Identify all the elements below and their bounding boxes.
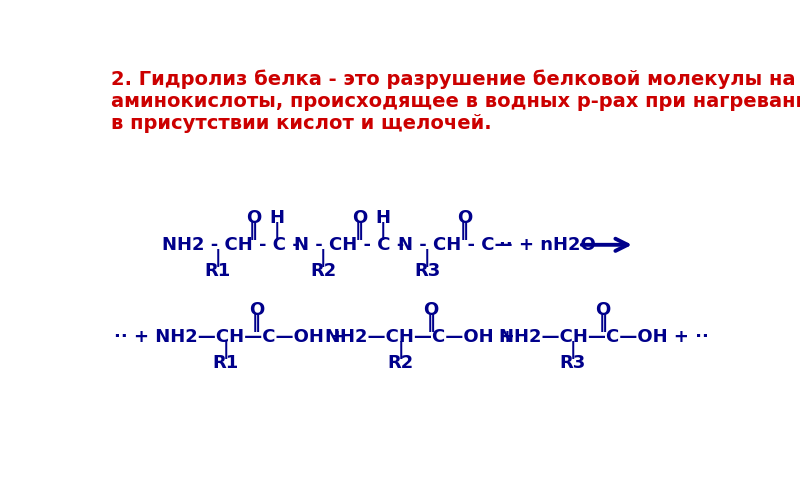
Text: O: O	[595, 301, 610, 320]
Text: H: H	[375, 209, 390, 227]
Text: N - CH - C -: N - CH - C -	[294, 236, 404, 254]
Text: R1: R1	[213, 354, 238, 372]
Text: N - CH - C—: N - CH - C—	[398, 236, 513, 254]
Text: |: |	[222, 342, 229, 359]
Text: R1: R1	[205, 262, 231, 280]
Text: в присутствии кислот и щелочей.: в присутствии кислот и щелочей.	[111, 114, 492, 134]
Text: |: |	[398, 342, 404, 359]
Text: 2. Гидролиз белка - это разрушение белковой молекулы на: 2. Гидролиз белка - это разрушение белко…	[111, 70, 796, 89]
Text: NH2 - CH - C -: NH2 - CH - C -	[162, 236, 300, 254]
Text: ‖: ‖	[426, 314, 435, 332]
Text: |: |	[274, 222, 280, 240]
Text: |: |	[320, 249, 326, 267]
Text: O: O	[352, 209, 367, 227]
Text: O: O	[246, 209, 261, 227]
Text: O: O	[457, 209, 472, 227]
Text: |: |	[424, 249, 430, 267]
Text: R3: R3	[560, 354, 586, 372]
Text: ‖: ‖	[252, 314, 261, 332]
Text: O: O	[423, 301, 438, 320]
Text: R2: R2	[310, 262, 336, 280]
Text: ‖: ‖	[460, 222, 469, 240]
Text: ·· + NH2—CH—C—OH +: ·· + NH2—CH—C—OH +	[114, 328, 345, 346]
Text: H: H	[270, 209, 284, 227]
Text: ·· + nH2O: ·· + nH2O	[499, 236, 596, 254]
Text: ‖: ‖	[249, 222, 258, 240]
Text: O: O	[249, 301, 264, 320]
Text: |: |	[380, 222, 386, 240]
Text: аминокислоты, происходящее в водных р-рах при нагревании: аминокислоты, происходящее в водных р-ра…	[111, 92, 800, 111]
Text: ‖: ‖	[598, 314, 607, 332]
Text: NH2—CH—C—OH + ··: NH2—CH—C—OH + ··	[499, 328, 709, 346]
Text: |: |	[570, 342, 576, 359]
Text: |: |	[214, 249, 221, 267]
Text: ‖: ‖	[355, 222, 364, 240]
Text: NH2—CH—C—OH +: NH2—CH—C—OH +	[325, 328, 514, 346]
Text: R2: R2	[387, 354, 414, 372]
Text: R3: R3	[414, 262, 440, 280]
